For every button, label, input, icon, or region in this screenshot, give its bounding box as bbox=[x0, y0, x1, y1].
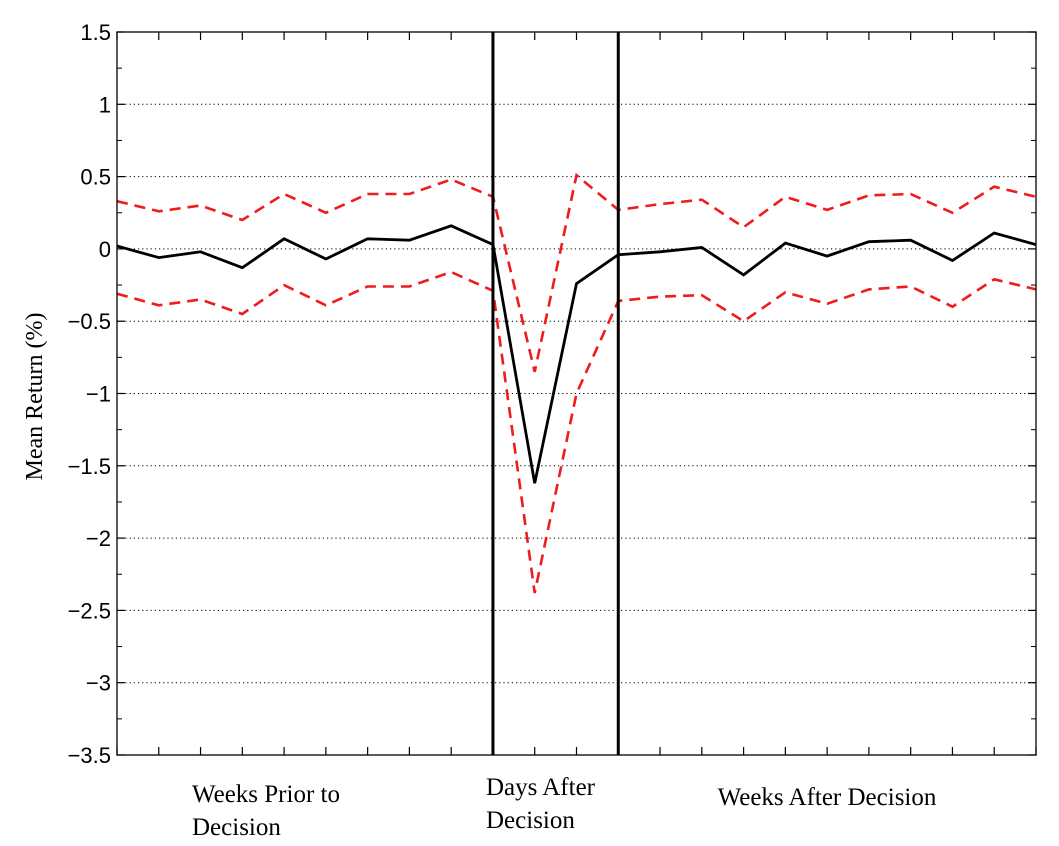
upper-band-line bbox=[116, 172, 1037, 373]
section-dividers bbox=[491, 32, 620, 755]
section-label: Weeks Prior to bbox=[192, 781, 340, 808]
y-tick-label: −2.5 bbox=[68, 598, 111, 623]
section-labels: Weeks Prior to Decision Days After Decision… bbox=[192, 774, 937, 841]
section-label: Decision bbox=[486, 807, 575, 834]
y-tick-label: −1.5 bbox=[68, 454, 111, 479]
y-tick-labels: −3.5 −3 −2.5 −2 −1.5 −1 −0.5 0 0.5 1 1.5 bbox=[68, 20, 111, 768]
y-tick-label: 0 bbox=[99, 237, 111, 262]
y-axis-title: Mean Return (%) bbox=[22, 313, 48, 481]
y-tick-label: −1 bbox=[86, 382, 111, 407]
section-label: Weeks After Decision bbox=[718, 784, 937, 811]
y-tick-label: −2 bbox=[86, 526, 111, 551]
series-layer bbox=[116, 172, 1037, 594]
section-label: Days After bbox=[486, 774, 596, 801]
y-tick-label: 0.5 bbox=[80, 165, 111, 190]
y-tick-label: 1 bbox=[99, 92, 111, 117]
plot-frame bbox=[116, 31, 1037, 756]
y-tick-label: 1.5 bbox=[80, 20, 111, 45]
section-label: Decision bbox=[192, 814, 281, 841]
y-tick-label: −0.5 bbox=[68, 309, 111, 334]
y-tick-label: −3 bbox=[86, 671, 111, 696]
grid-lines bbox=[117, 103, 1036, 684]
mean-return-line bbox=[116, 224, 1037, 484]
axis-ticks bbox=[116, 31, 1037, 756]
y-tick-label: −3.5 bbox=[68, 743, 111, 768]
lower-band-line bbox=[116, 270, 1037, 594]
